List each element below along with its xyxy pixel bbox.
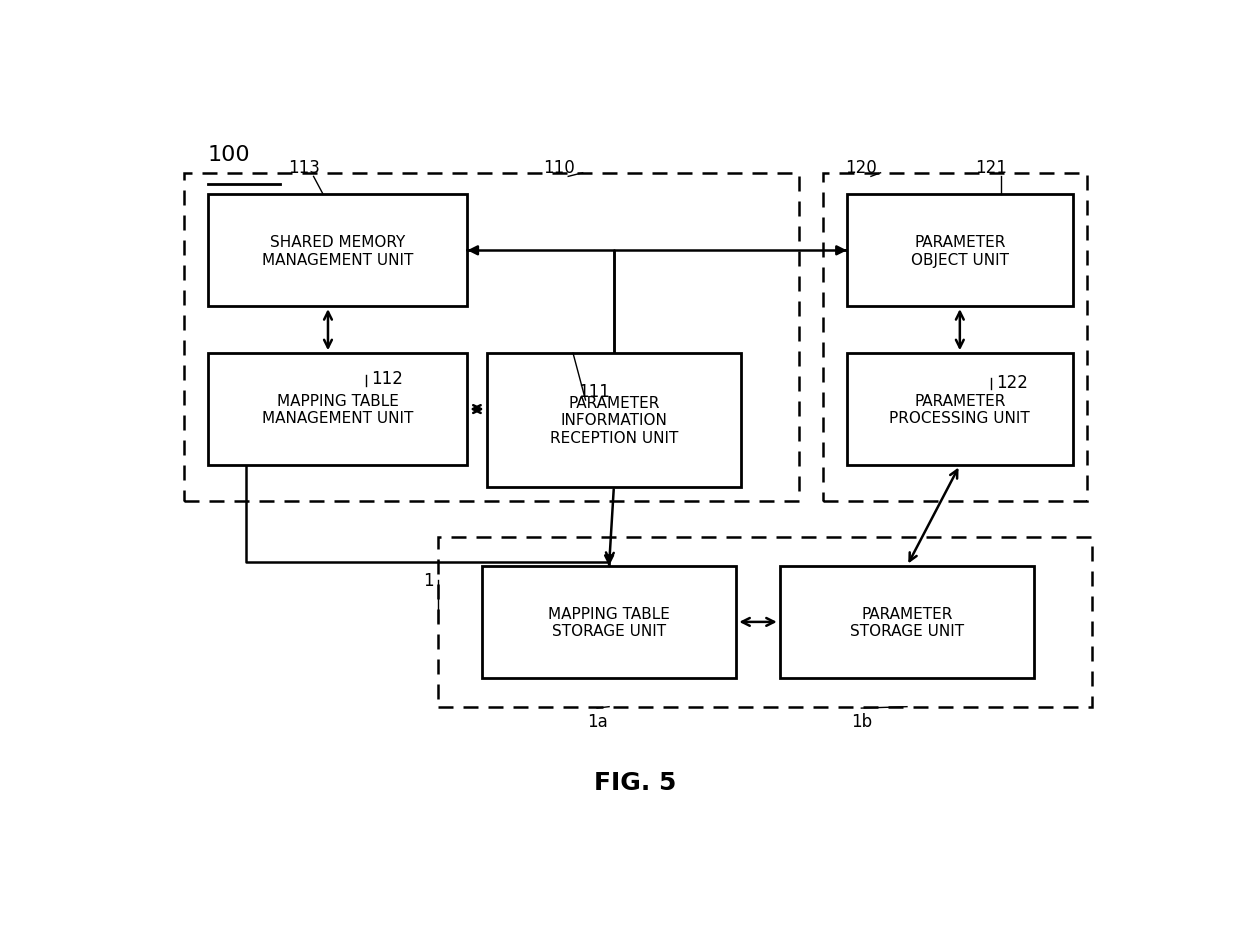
Text: 1: 1 bbox=[423, 572, 434, 590]
Text: 1a: 1a bbox=[587, 712, 608, 730]
Bar bbox=[486, 354, 742, 487]
Text: PARAMETER
OBJECT UNIT: PARAMETER OBJECT UNIT bbox=[911, 235, 1009, 268]
Text: PARAMETER
PROCESSING UNIT: PARAMETER PROCESSING UNIT bbox=[889, 393, 1030, 426]
Bar bbox=[780, 566, 1034, 678]
Text: PARAMETER
INFORMATION
RECEPTION UNIT: PARAMETER INFORMATION RECEPTION UNIT bbox=[549, 396, 678, 446]
Text: 122: 122 bbox=[996, 373, 1028, 391]
Text: 120: 120 bbox=[846, 159, 877, 177]
Text: 111: 111 bbox=[578, 383, 610, 401]
Text: 110: 110 bbox=[543, 159, 574, 177]
Text: 113: 113 bbox=[288, 159, 320, 177]
Text: 121: 121 bbox=[975, 159, 1007, 177]
Text: 112: 112 bbox=[371, 370, 403, 388]
Bar bbox=[481, 566, 737, 678]
Bar bbox=[439, 537, 1092, 707]
Bar bbox=[208, 354, 467, 465]
Text: 100: 100 bbox=[208, 145, 250, 165]
Bar bbox=[847, 196, 1073, 307]
Text: MAPPING TABLE
STORAGE UNIT: MAPPING TABLE STORAGE UNIT bbox=[548, 606, 670, 638]
Bar bbox=[208, 196, 467, 307]
Text: SHARED MEMORY
MANAGEMENT UNIT: SHARED MEMORY MANAGEMENT UNIT bbox=[262, 235, 413, 268]
Bar bbox=[847, 354, 1073, 465]
Bar bbox=[184, 173, 799, 502]
Text: 1b: 1b bbox=[851, 712, 872, 730]
Text: MAPPING TABLE
MANAGEMENT UNIT: MAPPING TABLE MANAGEMENT UNIT bbox=[262, 393, 413, 426]
Text: PARAMETER
STORAGE UNIT: PARAMETER STORAGE UNIT bbox=[849, 606, 963, 638]
Text: FIG. 5: FIG. 5 bbox=[594, 770, 677, 795]
Bar bbox=[823, 173, 1087, 502]
